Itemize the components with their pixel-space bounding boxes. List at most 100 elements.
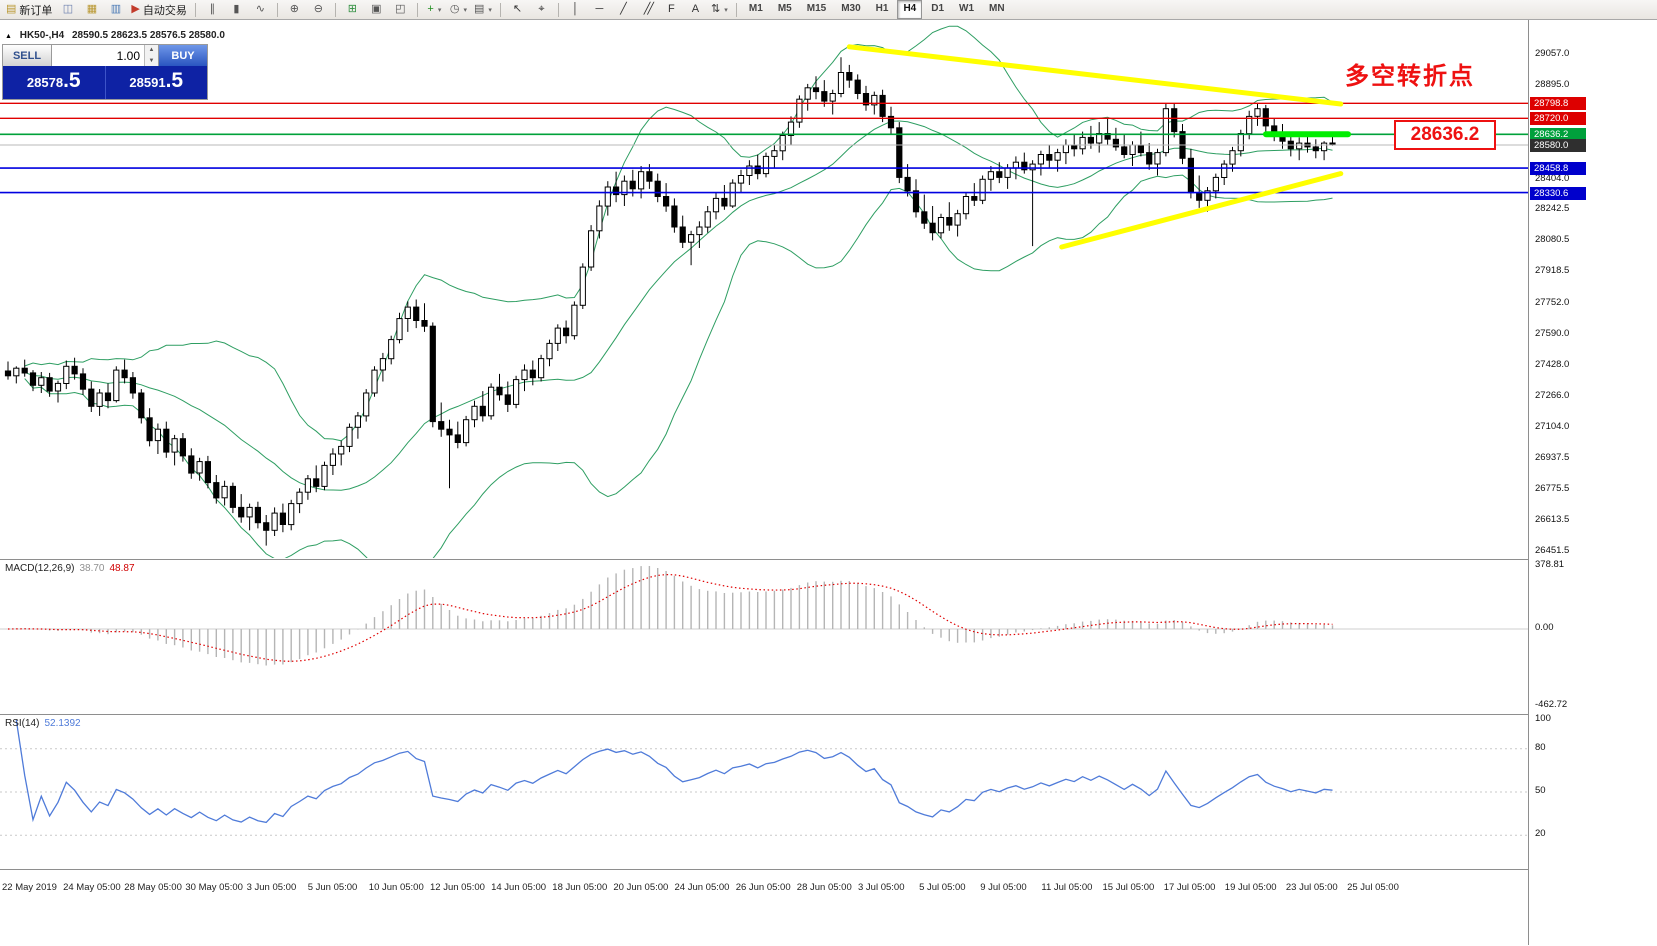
macd-canvas[interactable] (0, 560, 1528, 715)
crosshair-button[interactable]: ⌖ (530, 0, 553, 19)
arrange-windows-button[interactable]: ◰ (389, 0, 412, 19)
indicators-button[interactable]: + ▾ (423, 0, 446, 19)
arrows-button[interactable]: ⇅ ▾ (708, 0, 731, 19)
volume-increment-icon[interactable]: ▲ (148, 47, 155, 54)
rsi-axis-label: 80 (1535, 741, 1546, 753)
annotation-text[interactable]: 多空转折点 (1345, 63, 1475, 90)
bars-chart-button[interactable]: ∥ (201, 0, 224, 19)
volume-input[interactable]: 1.00 (116, 48, 140, 63)
template-icon: ▤ (474, 3, 485, 15)
toolbar-separator (194, 2, 196, 17)
profiles-button[interactable]: ▦ (80, 0, 103, 19)
zoom-in-button[interactable]: ⊕ (283, 0, 306, 19)
toolbar-separator (416, 2, 418, 17)
time-label: 9 Jul 05:00 (980, 882, 1027, 893)
toolbar-separator (276, 2, 278, 17)
trendline-icon: ╱ (620, 3, 627, 15)
sell-button[interactable]: SELL (3, 45, 52, 66)
trendline-button[interactable]: ╱ (612, 0, 635, 19)
time-axis[interactable]: 22 May 2019 24 May 05:00 28 May 05:00 30 Ma… (0, 869, 1528, 946)
chart-window: ▲ HK50-,H4 28590.5 28623.5 28576.5 28580… (0, 20, 1657, 946)
cascade-windows-icon: ▣ (371, 3, 382, 15)
chevron-down-icon: ▾ (488, 6, 492, 14)
templates-button[interactable]: ▤ ▾ (471, 0, 495, 19)
buy-price-prefix: 28591 (129, 75, 166, 90)
macd-axis-label: 0.00 (1535, 622, 1554, 633)
vertical-line-button[interactable]: │ (564, 0, 587, 19)
toolbar-separator (557, 2, 559, 17)
rsi-axis-label: 50 (1535, 785, 1546, 796)
timeframe-button-mn[interactable]: MN (989, 3, 1005, 14)
time-label: 24 Jun 05:00 (674, 882, 730, 893)
bars-chart-icon: ∥ (209, 3, 216, 15)
new-order-button[interactable]: ▤ 新订单 (3, 0, 55, 19)
price-callout-box[interactable]: 28636.2 (1394, 120, 1496, 150)
timeframe-button-d1[interactable]: D1 (931, 3, 945, 14)
volume-stepper[interactable]: ▲ ▼ (144, 45, 158, 66)
timeframe-button-h1[interactable]: H1 (875, 3, 889, 14)
toolbar-separator (735, 2, 737, 17)
indicators-plus-icon: + (427, 3, 434, 15)
price-tick: 26613.5 (1535, 514, 1570, 526)
buy-price[interactable]: 28591 .5 (106, 66, 208, 99)
text-button[interactable]: A (684, 0, 707, 19)
price-axis[interactable]: 29057.0 28895.0 28404.0 28242.5 28080.5 27918… (1528, 20, 1657, 945)
buy-button[interactable]: BUY (158, 45, 207, 66)
timeframe-button-m5[interactable]: M5 (777, 3, 792, 14)
price-tick: 26451.5 (1535, 545, 1570, 556)
macd-main-value: 38.70 (79, 563, 105, 574)
one-click-trading-widget: SELL 1.00 ▲ ▼ BUY 28578 .5 28591 .5 (2, 44, 208, 100)
macd-pane[interactable]: MACD(12,26,9) 38.70 48.87 (0, 559, 1528, 715)
auto-trading-button[interactable]: ▶ 自动交易 (128, 0, 189, 19)
timeframe-button-m15[interactable]: M15 (806, 3, 827, 14)
line-chart-button[interactable]: ∿ (249, 0, 272, 19)
rsi-axis-label: 100 (1535, 713, 1551, 724)
auto-trading-icon: ▶ (131, 3, 140, 15)
chart-windows-button[interactable]: ◫ (56, 0, 79, 19)
chevron-down-icon: ▾ (463, 6, 467, 14)
timeframe-button-m1[interactable]: M1 (748, 3, 763, 14)
cascade-windows-button[interactable]: ▣ (365, 0, 388, 19)
rsi-canvas[interactable] (0, 715, 1528, 870)
periods-button[interactable]: ◷ ▾ (447, 0, 470, 19)
cursor-icon: ↖ (512, 3, 523, 15)
price-tick: 27918.5 (1535, 265, 1570, 277)
macd-label: MACD(12,26,9) 38.70 48.87 (5, 563, 140, 574)
vertical-line-icon: │ (571, 3, 579, 15)
macd-axis-label: -462.72 (1535, 699, 1568, 710)
timeframe-button-h4[interactable]: H4 (897, 0, 923, 19)
volume-field[interactable]: 1.00 ▲ ▼ (52, 45, 158, 66)
time-label: 28 Jun 05:00 (796, 882, 852, 893)
price-pane[interactable]: ▲ HK50-,H4 28590.5 28623.5 28576.5 28580… (0, 20, 1528, 558)
arrows-icon: ⇅ (711, 3, 721, 15)
crosshair-icon: ⌖ (538, 3, 545, 15)
rsi-pane[interactable]: RSI(14) 52.1392 (0, 714, 1528, 870)
timeframe-button-w1[interactable]: W1 (959, 3, 975, 14)
timeframe-button-m30[interactable]: M30 (841, 3, 861, 14)
tile-windows-button[interactable]: ⊞ (341, 0, 364, 19)
sell-price[interactable]: 28578 .5 (3, 66, 106, 99)
price-tick: 26937.5 (1535, 452, 1570, 464)
new-order-button-label: 新订单 (19, 4, 53, 17)
data-window-button[interactable]: ▥ (104, 0, 127, 19)
time-label: 17 Jul 05:00 (1163, 882, 1216, 893)
text-icon: A (691, 3, 700, 15)
price-tick: 28404.0 (1535, 172, 1570, 184)
cursor-button[interactable]: ↖ (506, 0, 529, 19)
candles-chart-button[interactable]: ▮ (225, 0, 248, 19)
macd-name: MACD(12,26,9) (5, 563, 75, 574)
tile-windows-icon: ⊞ (347, 3, 357, 15)
horizontal-line-button[interactable]: ─ (588, 0, 611, 19)
price-tick: 27266.0 (1535, 389, 1570, 401)
chevron-down-icon: ▾ (724, 6, 728, 14)
fibonacci-button[interactable]: F (660, 0, 683, 19)
volume-decrement-icon[interactable]: ▼ (148, 57, 155, 64)
price-tick: 27104.0 (1535, 420, 1570, 432)
time-label: 15 Jul 05:00 (1102, 882, 1155, 893)
profiles-icon: ▦ (86, 3, 98, 15)
channel-button[interactable]: ╱╱ (636, 0, 659, 19)
time-label: 10 Jun 05:00 (368, 882, 424, 893)
price-tick: 26775.5 (1535, 483, 1570, 495)
price-chart-canvas[interactable] (0, 20, 1528, 558)
zoom-out-button[interactable]: ⊖ (307, 0, 330, 19)
